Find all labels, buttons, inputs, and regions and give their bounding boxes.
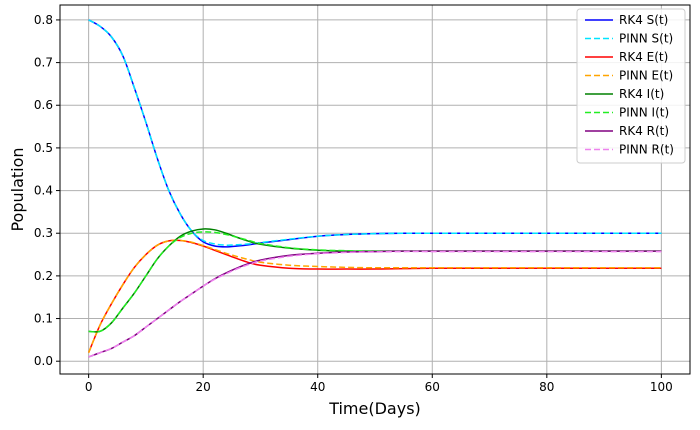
x-tick-label: 100 xyxy=(650,380,673,394)
series-line-pinn-s-t xyxy=(88,19,662,246)
series-line-rk4-r-t xyxy=(88,250,662,358)
x-tick-label: 60 xyxy=(425,380,440,394)
y-tick-label: 0.6 xyxy=(34,98,53,112)
series-lines xyxy=(87,19,662,358)
plot-area-frame xyxy=(59,4,691,375)
series-line-pinn-r-t xyxy=(88,250,662,358)
y-tick-label: 0.4 xyxy=(34,184,53,198)
series-line-rk4-e-t xyxy=(87,239,662,353)
x-tick-label: 0 xyxy=(85,380,93,394)
y-tick-label: 0.0 xyxy=(34,354,53,368)
legend-label: RK4 R(t) xyxy=(619,124,669,138)
y-tick-label: 0.7 xyxy=(34,56,53,70)
y-tick-label: 0.8 xyxy=(34,13,53,27)
y-tick-label: 0.5 xyxy=(34,141,53,155)
x-axis-title: Time(Days) xyxy=(328,399,421,418)
y-axis-title: Population xyxy=(8,147,27,231)
x-tick-label: 40 xyxy=(310,380,325,394)
legend-label: PINN I(t) xyxy=(619,106,669,120)
y-tick-label: 0.1 xyxy=(34,312,53,326)
legend: RK4 S(t) PINN S(t) RK4 E(t) PINN E(t) RK4 I(… xyxy=(576,8,686,164)
x-tick-label: 80 xyxy=(539,380,554,394)
y-tick-label: 0.3 xyxy=(34,226,53,240)
x-tick-label: 20 xyxy=(196,380,211,394)
legend-label: PINN R(t) xyxy=(619,143,674,157)
legend-label: RK4 S(t) xyxy=(619,13,668,27)
legend-label: PINN S(t) xyxy=(619,32,673,46)
legend-label: RK4 I(t) xyxy=(619,87,664,101)
legend-box xyxy=(576,8,686,164)
y-tick-label: 0.2 xyxy=(34,269,53,283)
axis-ticks: 0 20 40 60 80 100 0.0 0.1 0.2 0.3 0.4 0.5 0.6 0.7 0.8 xyxy=(34,13,673,394)
legend-label: RK4 E(t) xyxy=(619,50,668,64)
legend-label: PINN E(t) xyxy=(619,69,673,83)
